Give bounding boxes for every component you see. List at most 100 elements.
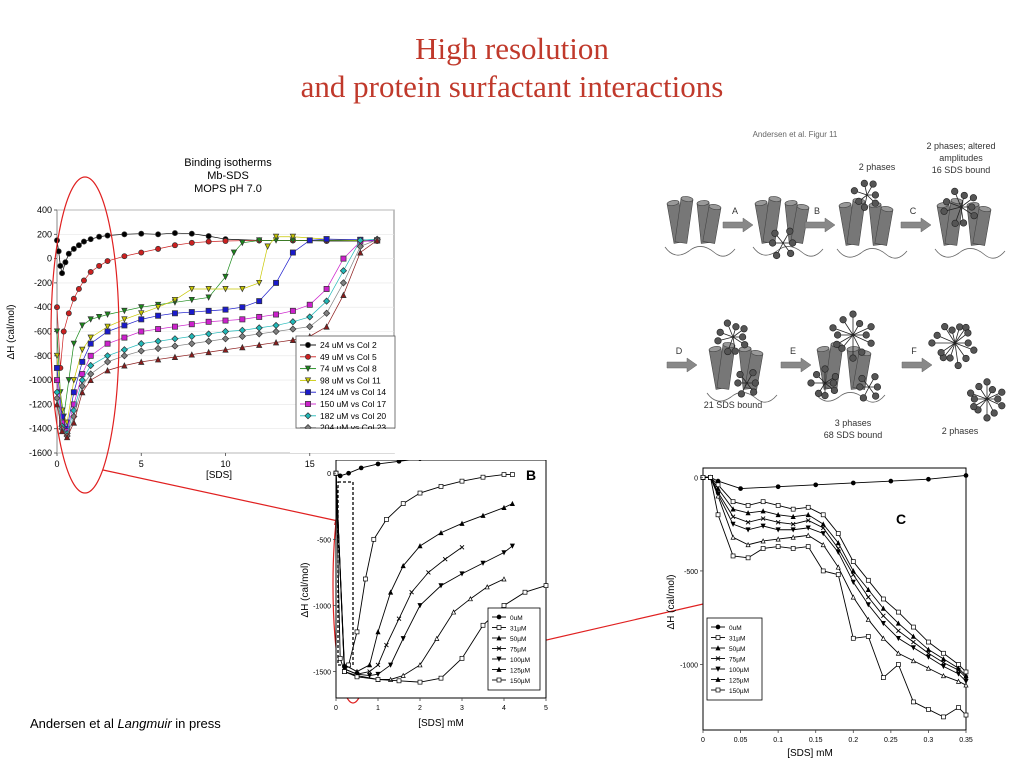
chartB-legend-label-5: 125µM — [510, 668, 530, 675]
chart1-point — [96, 262, 103, 269]
chart-binding-isotherms: Binding isotherms Mb-SDS MOPS pH 7.0 400… — [6, 157, 400, 481]
diag-state-6a-head — [964, 339, 972, 347]
diag-state-5-sds-head — [839, 316, 847, 324]
chart1-point — [104, 328, 111, 335]
diag-state-5-sds-head — [834, 331, 842, 339]
diag-state-5-sds-head — [849, 310, 857, 318]
chartC-point — [835, 546, 841, 551]
chartC-point — [895, 635, 901, 642]
chart1-title: Binding isotherms Mb-SDS MOPS pH 7.0 — [184, 157, 272, 195]
slide-title: High resolution and protein surfactant i… — [0, 30, 1024, 106]
diag-state-2-helix-1-top — [838, 202, 852, 208]
chartC-point — [745, 503, 751, 508]
diagram-arrow-c-label: C — [910, 206, 917, 216]
chartC-point — [835, 564, 841, 570]
chartC-y-axis-label: ΔH (cal/mol) — [666, 574, 677, 629]
chart1-point — [205, 307, 212, 314]
chart-panel-c: C 0-500-1000 0 0.05 0.1 0.15 0.2 0.25 0.3 0.35 … — [666, 467, 973, 759]
chartB-point — [438, 675, 444, 681]
chart1-legend-marker-5 — [305, 401, 311, 407]
chartB-point — [367, 673, 373, 679]
chart1-legend-label-3: 98 uM vs Col 11 — [320, 375, 381, 385]
chart1-point — [272, 339, 280, 346]
chartC-point — [850, 559, 856, 564]
chart1-point — [306, 313, 314, 321]
chart1-ytick-label: -1600 — [29, 448, 52, 458]
chartC-point — [963, 675, 969, 680]
chart1-point — [256, 279, 263, 287]
chart1-point — [138, 316, 145, 323]
chartC-xtick-label: 0.25 — [884, 737, 898, 744]
diag-state-1-helix-2 — [762, 196, 782, 244]
chartC-point — [805, 504, 811, 510]
chartB-point — [501, 550, 507, 556]
diag-state-1-helix-2-top — [768, 196, 782, 202]
chartB-point — [438, 484, 444, 489]
diag-state-6a-head — [954, 361, 962, 370]
diag-state-6b-head — [983, 414, 991, 422]
chart1-point — [65, 250, 72, 257]
diag-state-2-loop — [836, 248, 908, 259]
chartC-series-line-4 — [703, 476, 967, 682]
chart1-point — [137, 340, 145, 348]
chartC-point — [963, 678, 969, 685]
chart1-point — [62, 259, 69, 266]
chartB-point — [434, 635, 440, 641]
diag-state-5-loop — [814, 392, 886, 403]
chart1-point — [205, 318, 212, 325]
diag-state-1-sds-head — [787, 249, 795, 257]
chart1-point — [55, 248, 62, 255]
chartC-point — [730, 514, 736, 519]
chart1-x-axis-label: [SDS] — [206, 470, 232, 481]
diag-state-3-helix-4-top — [978, 206, 992, 212]
diag-state-0-helix-3-top — [696, 200, 710, 206]
chart1-point — [154, 344, 162, 353]
chart1-point — [138, 304, 145, 311]
diag-state-5-sds-head — [856, 319, 864, 328]
chart1-point — [239, 316, 246, 323]
chart1-point — [138, 249, 145, 256]
diagram-arrow-b-label: B — [814, 206, 820, 216]
chartB-legend-marker-3 — [496, 646, 502, 651]
chartC-point — [708, 475, 713, 480]
chart1-point — [264, 243, 271, 250]
chartC-point — [850, 635, 856, 641]
chartB-point — [388, 589, 394, 595]
chartB-legend-label-6: 150µM — [510, 678, 530, 685]
chartC-ytick-label: 0 — [694, 475, 698, 482]
diag-state-4-sds-head — [716, 328, 724, 336]
chartC-point — [813, 482, 819, 488]
chartC-point — [865, 616, 871, 622]
diag-state-4-sds2-head — [749, 369, 757, 377]
diag-state-4-sds-head — [740, 325, 748, 333]
diagram-arrow-f — [901, 357, 933, 373]
diag-state-1-loop — [752, 246, 824, 257]
chart1-legend-label-7: 204 uM vs Col 23 — [320, 423, 386, 433]
citation-suffix: in press — [171, 716, 221, 731]
diag-state-5-sds-head — [849, 354, 857, 362]
chartC-point — [760, 523, 766, 529]
chart1-point — [273, 279, 280, 286]
chartB-point — [388, 662, 394, 668]
diagram-arrow-f-label: F — [911, 346, 917, 356]
chartB-point — [375, 662, 381, 668]
chartC-point — [910, 657, 916, 664]
chartB-point — [375, 629, 381, 635]
chartC-point — [715, 493, 721, 499]
chartC-xtick-label: 0.3 — [924, 737, 934, 744]
diag-state-4-sds2-head — [734, 379, 742, 387]
diag-state-5-sds2-head — [821, 365, 829, 373]
diag-state-4-sds2-head — [736, 370, 744, 379]
chartC-point — [730, 506, 736, 512]
chartC-point — [865, 594, 871, 600]
chartB-point — [480, 622, 486, 628]
diagram-header: Andersen et al. Figur 11 — [753, 130, 838, 139]
chart1-point — [137, 347, 145, 355]
chartB-point — [459, 655, 465, 661]
chart1-point — [60, 328, 67, 335]
chartC-point — [745, 527, 751, 533]
chartC-series-line-6 — [703, 476, 967, 718]
diagram-arrow-e-label: E — [790, 346, 796, 356]
chart1-point — [222, 286, 229, 293]
chart1-point — [222, 273, 229, 281]
